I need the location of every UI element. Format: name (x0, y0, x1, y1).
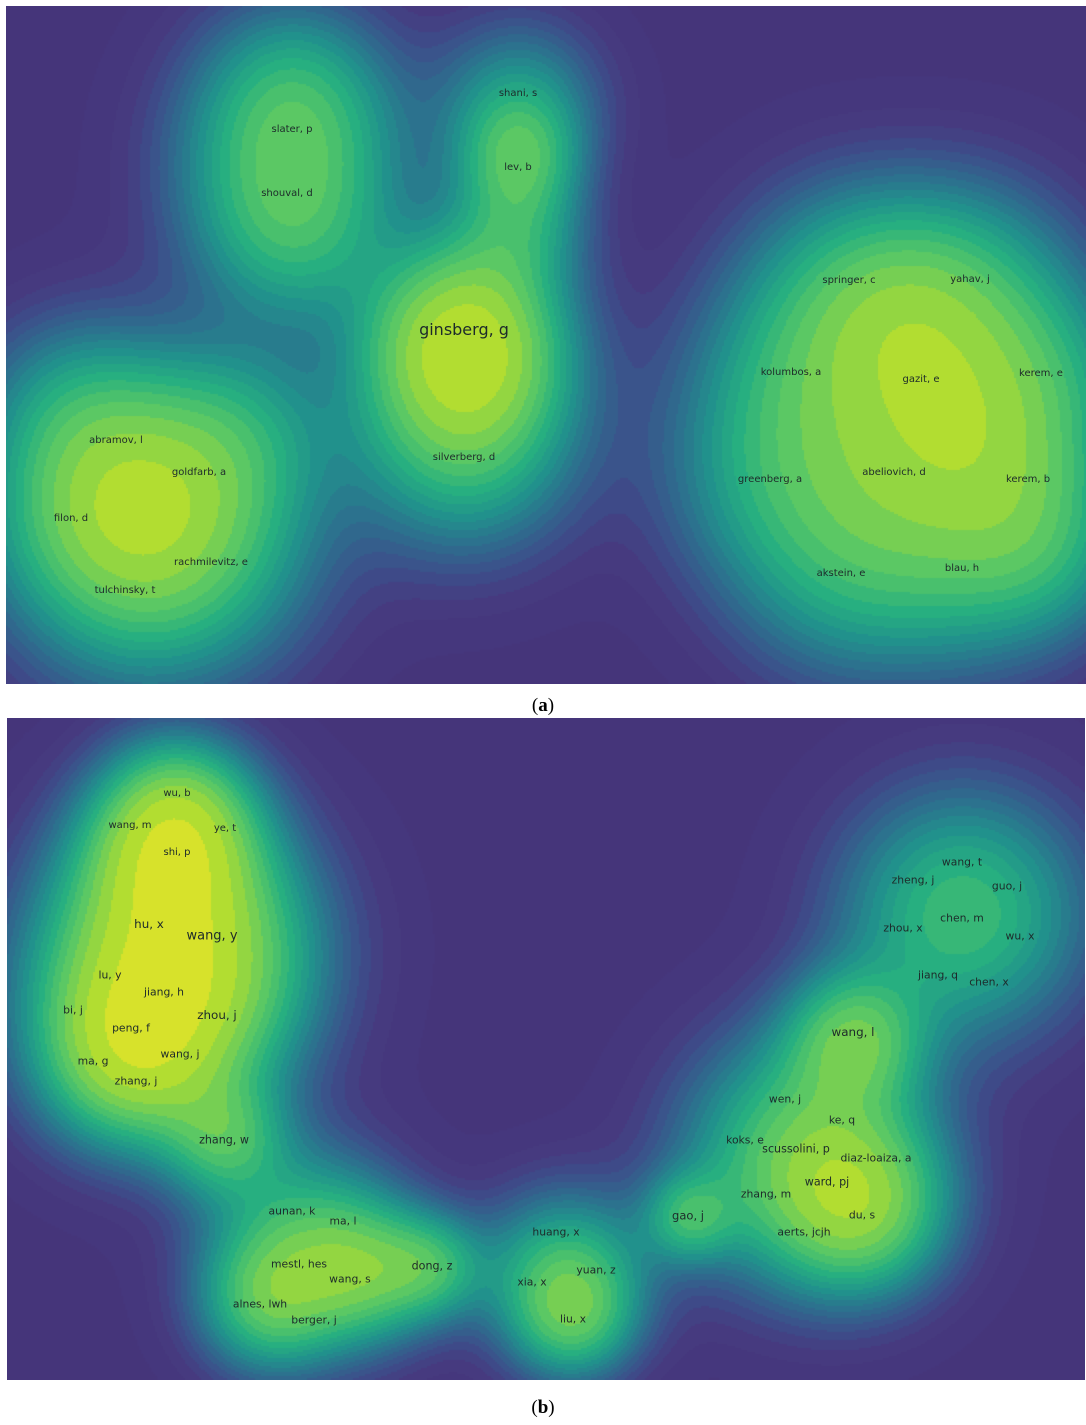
node-labels-b: wu, b wang, m ye, t shi, p hu, x wang, y lu, y… (7, 718, 1085, 1380)
panel-caption-a: (a) (531, 695, 555, 716)
node-label: jiang, h (143, 985, 185, 999)
node-label: aunan, k (268, 1204, 316, 1218)
node-label: akstein, e (816, 568, 866, 579)
node-label: kerem, e (1019, 368, 1063, 379)
density-map-panel-b: wu, b wang, m ye, t shi, p hu, x wang, y lu, y… (7, 718, 1085, 1380)
node-label: wang, s (329, 1272, 371, 1286)
node-label: diaz-loaiza, a (840, 1151, 912, 1165)
node-label: gao, j (672, 1208, 704, 1223)
node-label: zhang, w (199, 1133, 249, 1147)
density-heatmap-b (7, 718, 1085, 1380)
node-label: chen, x (969, 975, 1009, 989)
node-label: ward, pj (804, 1175, 850, 1189)
panel-caption-b: (b) (531, 1397, 555, 1418)
node-label: abramov, l (89, 435, 143, 446)
node-label: zhou, x (883, 921, 923, 935)
node-label: huang, x (532, 1225, 580, 1239)
node-label: yahav, j (950, 274, 990, 285)
node-label: silverberg, d (432, 452, 496, 463)
node-label: rachmilevitz, e (174, 557, 248, 568)
node-label: xia, x (517, 1275, 547, 1289)
node-label: abeliovich, d (862, 467, 926, 478)
node-label: wu, b (163, 788, 191, 799)
node-label: zhang, m (740, 1187, 792, 1201)
node-label: ma, l (329, 1214, 357, 1228)
node-label: chen, m (940, 911, 984, 925)
node-label: slater, p (271, 124, 313, 135)
node-label: liu, x (559, 1312, 587, 1326)
node-label: tulchinsky, t (94, 585, 156, 596)
node-label: wang, m (108, 820, 152, 831)
node-label: lev, b (504, 162, 532, 173)
node-label: scussolini, p (762, 1142, 830, 1156)
node-label: guo, j (991, 879, 1023, 893)
node-label: ma, g (77, 1054, 109, 1068)
node-label: filon, d (53, 513, 89, 524)
density-heatmap-a (6, 6, 1086, 684)
node-label: shani, s (498, 88, 538, 99)
node-label: ye, t (213, 823, 237, 834)
node-label: bi, j (63, 1003, 83, 1017)
node-label: wang, t (941, 855, 983, 869)
node-label: wen, j (768, 1092, 802, 1106)
node-label: wang, j (160, 1047, 200, 1061)
node-label: greenberg, a (737, 474, 803, 485)
node-label: kerem, b (1005, 474, 1051, 485)
node-label: aerts, jcjh (777, 1225, 831, 1239)
node-label: yuan, z (576, 1263, 616, 1277)
node-label: shi, p (163, 847, 191, 858)
node-label: wang, l (831, 1025, 875, 1040)
node-label: zheng, j (891, 873, 935, 887)
node-label: ke, q (828, 1113, 856, 1127)
node-label: kolumbos, a (760, 367, 822, 378)
node-label: zhou, j (197, 1008, 237, 1023)
node-label: du, s (848, 1208, 876, 1222)
node-label: hu, x (134, 917, 164, 932)
node-labels-a: ginsberg, g lev, b shani, s slater, p shouva… (6, 6, 1086, 684)
node-label: gazit, e (902, 374, 940, 385)
node-label: goldfarb, a (171, 467, 227, 478)
node-label: dong, z (411, 1259, 453, 1273)
node-label: blau, h (944, 563, 980, 574)
node-label: shouval, d (261, 188, 313, 199)
node-label: zhang, j (114, 1074, 158, 1088)
node-label: jiang, q (917, 968, 959, 982)
node-label: peng, f (112, 1021, 150, 1035)
node-label: koks, e (726, 1133, 764, 1147)
node-label: wang, y (186, 928, 238, 944)
node-label: springer, c (822, 275, 876, 286)
node-label: alnes, lwh (232, 1297, 288, 1311)
node-label: ginsberg, g (419, 320, 509, 339)
node-label: wu, x (1005, 929, 1035, 943)
node-label: berger, j (291, 1313, 337, 1327)
node-label: lu, y (98, 968, 122, 982)
node-label: mestl, hes (271, 1257, 327, 1271)
density-map-panel-a: ginsberg, g lev, b shani, s slater, p shouva… (6, 6, 1086, 684)
